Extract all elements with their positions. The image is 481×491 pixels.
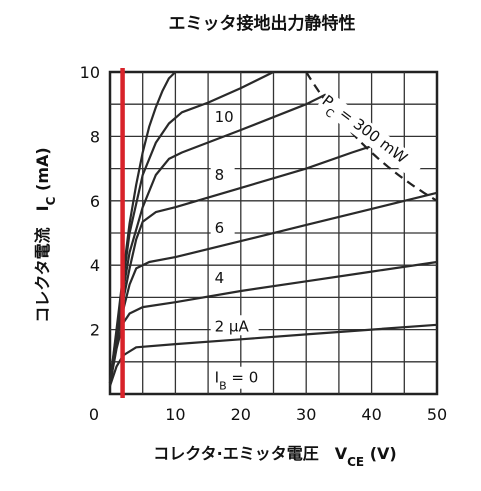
x-tick-label: 40 (361, 405, 381, 424)
series-label-bg (210, 105, 235, 126)
x-tick-label: 10 (165, 405, 185, 424)
series-label-bg (210, 163, 235, 184)
series-curve (108, 71, 274, 383)
y-tick-label: 4 (90, 256, 100, 275)
y-axis-label: コレクタ電流 IC (mA) (33, 147, 58, 322)
series-label: 10 (215, 108, 234, 126)
series-label-bg (210, 315, 259, 336)
series-curve (108, 260, 438, 385)
ib-label-bg (210, 366, 263, 389)
y-tick-label: 8 (90, 127, 100, 146)
y-tick-labels: 2 4 6 8 10 (80, 63, 100, 340)
x-tick-label: 50 (427, 405, 447, 424)
y-tick-label: 10 (80, 63, 100, 82)
series-label-bg (210, 266, 235, 287)
series-label: 6 (215, 219, 225, 237)
series-label-bg (210, 217, 235, 238)
y-tick-label: 6 (90, 192, 100, 211)
series-label: 8 (215, 166, 225, 184)
x-tick-label: 30 (296, 405, 316, 424)
x-tick-labels: 10 20 30 40 50 0 (89, 405, 447, 424)
x-axis-label: コレクタ·エミッタ電圧 VCE (V) (153, 444, 396, 469)
ib-zero-label: IB = 0 (215, 369, 259, 393)
series-label: 4 (215, 269, 225, 287)
curve-labels: 2 μA 4 6 8 10 (210, 105, 259, 336)
x-tick-label: 20 (231, 405, 251, 424)
power-curve-label-bg (316, 90, 425, 179)
y-tick-label: 2 (90, 321, 100, 340)
series-label: 2 μA (215, 317, 250, 335)
origin-label: 0 (89, 405, 99, 424)
chart-title: エミッタ接地出力静特性 (169, 13, 356, 34)
series-curve (108, 323, 438, 387)
